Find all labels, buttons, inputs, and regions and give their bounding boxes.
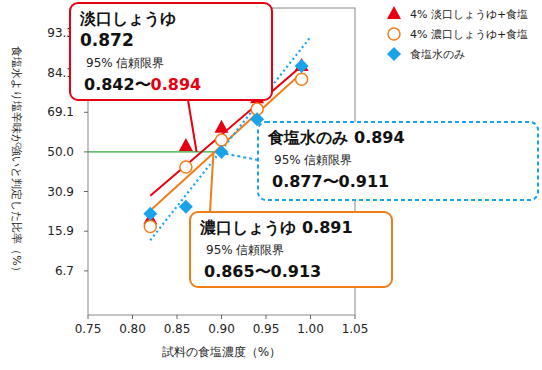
- ci-low: 0.865: [204, 262, 255, 281]
- point: [144, 220, 156, 232]
- callout-ci: 0.877〜0.911: [272, 172, 389, 191]
- point: [180, 161, 192, 173]
- y-tick-label: 50.0: [47, 145, 74, 159]
- point: [179, 200, 193, 214]
- x-tick-label: 0.90: [208, 322, 235, 336]
- x-tick: [221, 315, 222, 319]
- callout-box: [70, 3, 272, 100]
- ci-low: 0.877: [272, 172, 323, 191]
- ci-high: 0.894: [151, 75, 202, 94]
- chart: 6.715.930.950.069.184.193.30.750.800.850…: [0, 0, 542, 370]
- callout-box: [190, 212, 392, 287]
- x-tick-label: 1.00: [297, 322, 324, 336]
- callout-value: 0.891: [302, 218, 353, 237]
- callout-value: 0.894: [354, 128, 405, 147]
- y-tick: [84, 151, 88, 152]
- y-tick: [84, 191, 88, 192]
- y-tick-label: 69.1: [47, 105, 74, 119]
- x-tick-label: 0.80: [119, 322, 146, 336]
- x-tick-label: 0.95: [253, 322, 280, 336]
- y-tick: [84, 270, 88, 271]
- y-tick: [84, 231, 88, 232]
- y-tick-label: 15.9: [47, 224, 74, 238]
- callout-title: 濃口しょうゆ 0.891: [199, 218, 353, 237]
- callout-leader: [210, 152, 213, 212]
- callout-ci-label: 95% 信頼限界: [86, 56, 165, 70]
- callout-ci-label: 95% 信頼限界: [206, 243, 285, 257]
- x-tick-label: 1.05: [342, 322, 369, 336]
- callout-leader: [216, 152, 258, 160]
- x-tick-label: 0.75: [75, 322, 102, 336]
- x-tick: [266, 315, 267, 319]
- callout-leader: [188, 100, 197, 152]
- ci-high: 0.911: [339, 172, 390, 191]
- ci-low: 0.842: [84, 75, 135, 94]
- x-tick: [132, 315, 133, 319]
- callout-value: 0.872: [80, 30, 134, 50]
- legend-label: 4% 濃口しょうゆ+食塩: [410, 28, 528, 41]
- x-tick: [355, 315, 356, 319]
- legend-marker: [388, 28, 400, 40]
- callout-ci-label: 95% 信頼限界: [274, 153, 353, 167]
- x-tick: [177, 315, 178, 319]
- point: [216, 134, 228, 146]
- point: [295, 59, 309, 73]
- callout-title-text: 食塩水のみ: [267, 128, 348, 147]
- callout-title-text: 濃口しょうゆ: [199, 218, 296, 237]
- point: [215, 120, 229, 133]
- point: [179, 138, 193, 151]
- y-tick-label: 6.7: [55, 264, 74, 278]
- x-tick-label: 0.85: [164, 322, 191, 336]
- x-axis-title: 試料の食塩濃度（%）: [162, 345, 281, 359]
- ci-sep: 〜: [255, 262, 271, 281]
- y-axis-title: 食塩水より塩辛味が強いと判定した比率（%）: [10, 46, 23, 276]
- ci-sep: 〜: [323, 172, 339, 191]
- y-tick-label: 30.9: [47, 185, 74, 199]
- callout-ci: 0.865〜0.913: [204, 262, 321, 281]
- callout-title: 食塩水のみ 0.894: [267, 128, 405, 147]
- y-tick: [84, 112, 88, 113]
- ci-high: 0.913: [271, 262, 322, 281]
- legend-marker: [387, 47, 401, 61]
- x-tick: [310, 315, 311, 319]
- point: [296, 73, 308, 85]
- ci-sep: 〜: [135, 75, 151, 94]
- callout-ci: 0.842〜0.894: [84, 75, 201, 94]
- point: [143, 207, 157, 221]
- callout-box: [258, 122, 538, 200]
- x-tick: [88, 315, 89, 319]
- legend-label: 4% 淡口しょうゆ+食塩: [410, 8, 528, 21]
- callout-title: 淡口しょうゆ: [79, 9, 176, 28]
- legend-marker: [387, 6, 401, 19]
- legend-label: 食塩水のみ: [410, 48, 465, 61]
